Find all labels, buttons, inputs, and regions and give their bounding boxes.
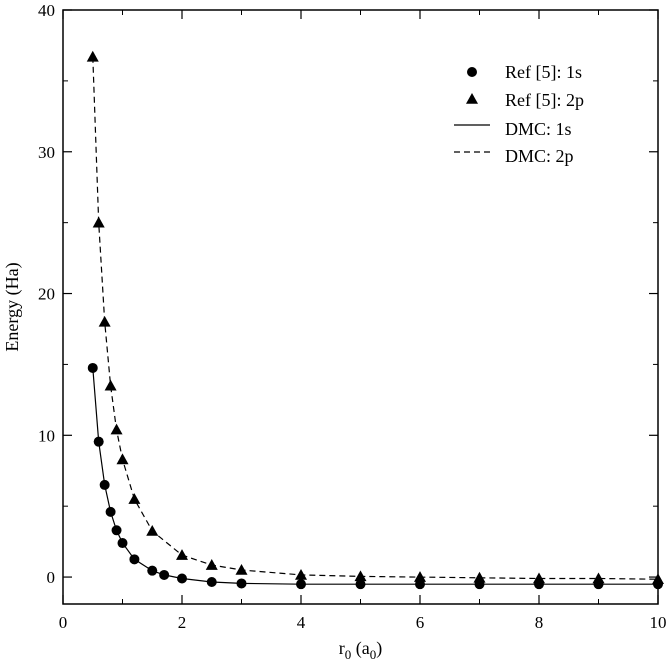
data-point-ref-2p [473,571,486,583]
x-axis-label-sub: 0 [345,647,352,662]
axis-tick-labels: 0 2 4 6 8 10 0 10 20 30 40 [38,1,667,632]
data-point-ref-2p [295,568,307,580]
data-point-ref-2p [116,453,129,465]
plot-lines [92,56,659,585]
data-point-ref-1s [93,436,104,447]
x-tick-label: 8 [535,613,544,632]
data-point-ref-1s [206,577,217,588]
legend-label: DMC: 2p [505,146,574,166]
y-tick-label: 10 [38,426,55,445]
y-axis-label: Energy (Ha) [2,262,23,351]
x-tick-label: 2 [178,613,187,632]
x-axis-label-close: ) [376,638,382,659]
data-point-ref-1s [99,479,110,490]
data-point-ref-1s [129,554,140,565]
data-point-ref-2p [414,571,426,582]
axis-ticks [62,9,659,604]
legend-label: Ref [5]: 1s [505,62,582,82]
data-point-ref-1s [177,573,187,584]
y-tick-label: 30 [38,143,55,162]
data-point-ref-2p [86,50,99,62]
y-tick-label: 20 [38,285,55,304]
data-point-ref-2p [354,570,367,582]
data-point-ref-2p [104,379,117,391]
data-point-ref-1s [111,525,122,536]
data-point-ref-2p [176,549,188,560]
plot-markers [86,50,664,590]
data-point-ref-2p [533,572,545,584]
data-point-ref-1s [105,506,116,517]
y-tick-label: 0 [47,568,56,587]
x-tick-label: 6 [416,613,425,632]
data-point-ref-1s [117,538,128,549]
y-tick-label: 40 [38,1,55,20]
data-point-ref-1s [355,579,366,590]
data-point-ref-2p [146,524,159,536]
x-axis-label-sub2: 0 [370,647,377,662]
data-point-ref-2p [110,423,123,435]
data-point-ref-1s [147,565,158,576]
x-axis-label: r0 (a0) [339,638,382,662]
data-point-ref-2p [92,216,105,228]
legend-symbol-circle [467,67,477,77]
x-axis-label-main: r [339,638,345,658]
x-tick-label: 0 [59,613,68,632]
data-point-ref-1s [87,362,98,373]
legend: Ref [5]: 1s Ref [5]: 2p DMC: 1s DMC: 2p [454,62,584,166]
x-axis-label-open: (a [351,638,369,659]
data-point-ref-1s [236,578,247,589]
x-tick-label: 4 [297,613,306,632]
legend-label: DMC: 1s [505,119,572,139]
legend-label: Ref [5]: 2p [505,90,584,110]
data-point-ref-2p [592,572,605,584]
data-point-ref-2p [128,493,141,504]
data-point-ref-1s [296,579,306,590]
series-line-dmc-2p [92,56,659,580]
data-point-ref-2p [235,563,248,575]
legend-symbol-triangle [466,93,478,104]
data-point-ref-1s [159,569,170,580]
x-tick-label: 10 [650,613,667,632]
data-point-ref-2p [205,559,218,570]
data-point-ref-2p [98,315,111,327]
